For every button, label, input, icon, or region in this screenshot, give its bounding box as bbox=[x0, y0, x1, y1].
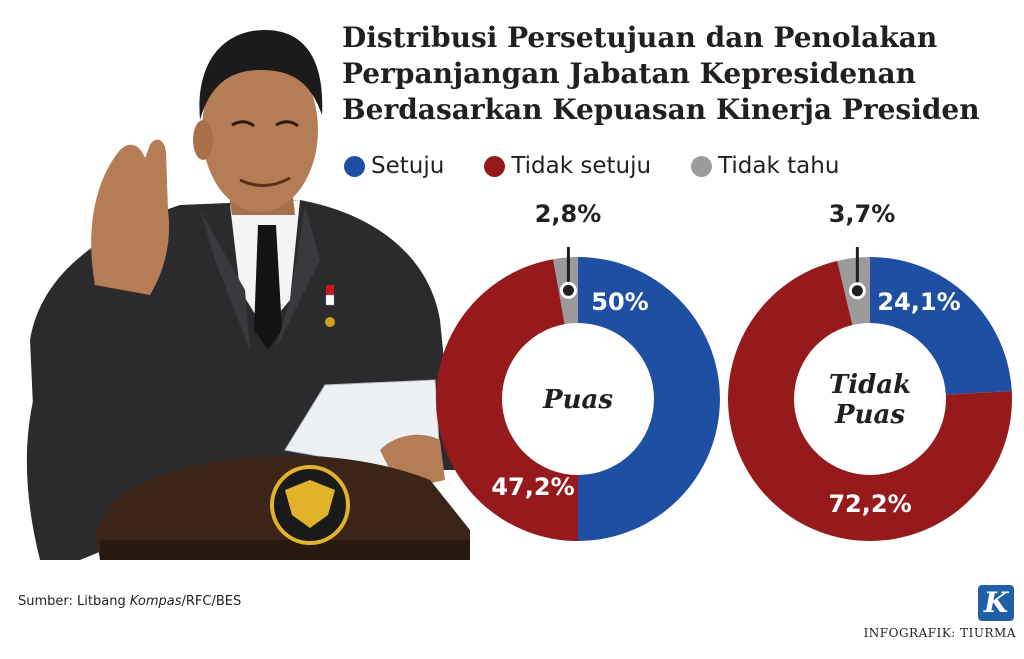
lapel-right bbox=[275, 205, 320, 350]
source-prefix: Sumber: Litbang bbox=[18, 594, 130, 609]
donut-1-slice-setuju bbox=[578, 257, 720, 541]
president-illustration bbox=[26, 30, 470, 560]
donut-1-leader-dot bbox=[559, 281, 577, 299]
raised-hand bbox=[91, 139, 170, 295]
legend-item-tidak-tahu: Tidak tahu bbox=[691, 153, 839, 179]
source-italic: Kompas bbox=[129, 594, 182, 609]
donut-1-center-label-1: Puas bbox=[542, 385, 613, 415]
source-note: Sumber: Litbang Kompas/RFC/BES bbox=[18, 594, 241, 609]
source-suffix: /RFC/BES bbox=[181, 594, 242, 609]
donut-2-value-label-1: 24,1% bbox=[877, 288, 960, 316]
legend-swatch-setuju bbox=[344, 155, 365, 177]
head bbox=[202, 48, 318, 212]
legend-label-tidak-tahu: Tidak tahu bbox=[718, 153, 840, 179]
legend-item-tidak-setuju: Tidak setuju bbox=[484, 153, 651, 179]
legend-label-setuju: Setuju bbox=[371, 153, 445, 179]
legend-swatch-tidak-setuju bbox=[484, 155, 506, 177]
raised-arm bbox=[26, 260, 150, 560]
donut-1-slice-tidak-setuju bbox=[436, 259, 578, 541]
donut-2-value-label-3: 3,7% bbox=[829, 200, 896, 228]
donut-2-slice-setuju bbox=[870, 257, 1012, 395]
donut-2-center-label-2: Puas bbox=[834, 400, 905, 430]
donut-2-value-label-2: 72,2% bbox=[828, 490, 911, 518]
donut-2-center-label-1: Tidak bbox=[829, 370, 911, 400]
donut-1-value-label-1: 50% bbox=[591, 288, 648, 316]
legend-item-setuju: Setuju bbox=[344, 153, 444, 179]
donut-2-leader-dot bbox=[848, 282, 866, 300]
title-line-2: Perpanjangan Jabatan Kepresidenan bbox=[342, 57, 917, 90]
legend-swatch-tidak-tahu bbox=[691, 155, 713, 177]
tie bbox=[254, 225, 282, 350]
title-line-1: Distribusi Persetujuan dan Penolakan bbox=[342, 21, 938, 54]
lapel-left bbox=[200, 210, 250, 350]
infographic-credit: INFOGRAFIK: TIURMA bbox=[863, 626, 1016, 640]
donut-2-slice-tidak-setuju bbox=[728, 260, 1013, 542]
legend-label-tidak-setuju: Tidak setuju bbox=[511, 153, 652, 179]
title-line-3: Berdasarkan Kepuasan Kinerja Presiden bbox=[342, 93, 980, 126]
flag-pin bbox=[326, 285, 334, 295]
donut-1-value-label-3: 2,8% bbox=[535, 200, 602, 228]
kompas-logo: K bbox=[978, 585, 1014, 621]
legend: Setuju Tidak setuju Tidak tahu bbox=[344, 153, 879, 179]
donut-1-value-label-2: 47,2% bbox=[491, 473, 574, 501]
hair bbox=[199, 30, 323, 120]
chart-title: Distribusi Persetujuan dan Penolakan Per… bbox=[342, 20, 1022, 128]
